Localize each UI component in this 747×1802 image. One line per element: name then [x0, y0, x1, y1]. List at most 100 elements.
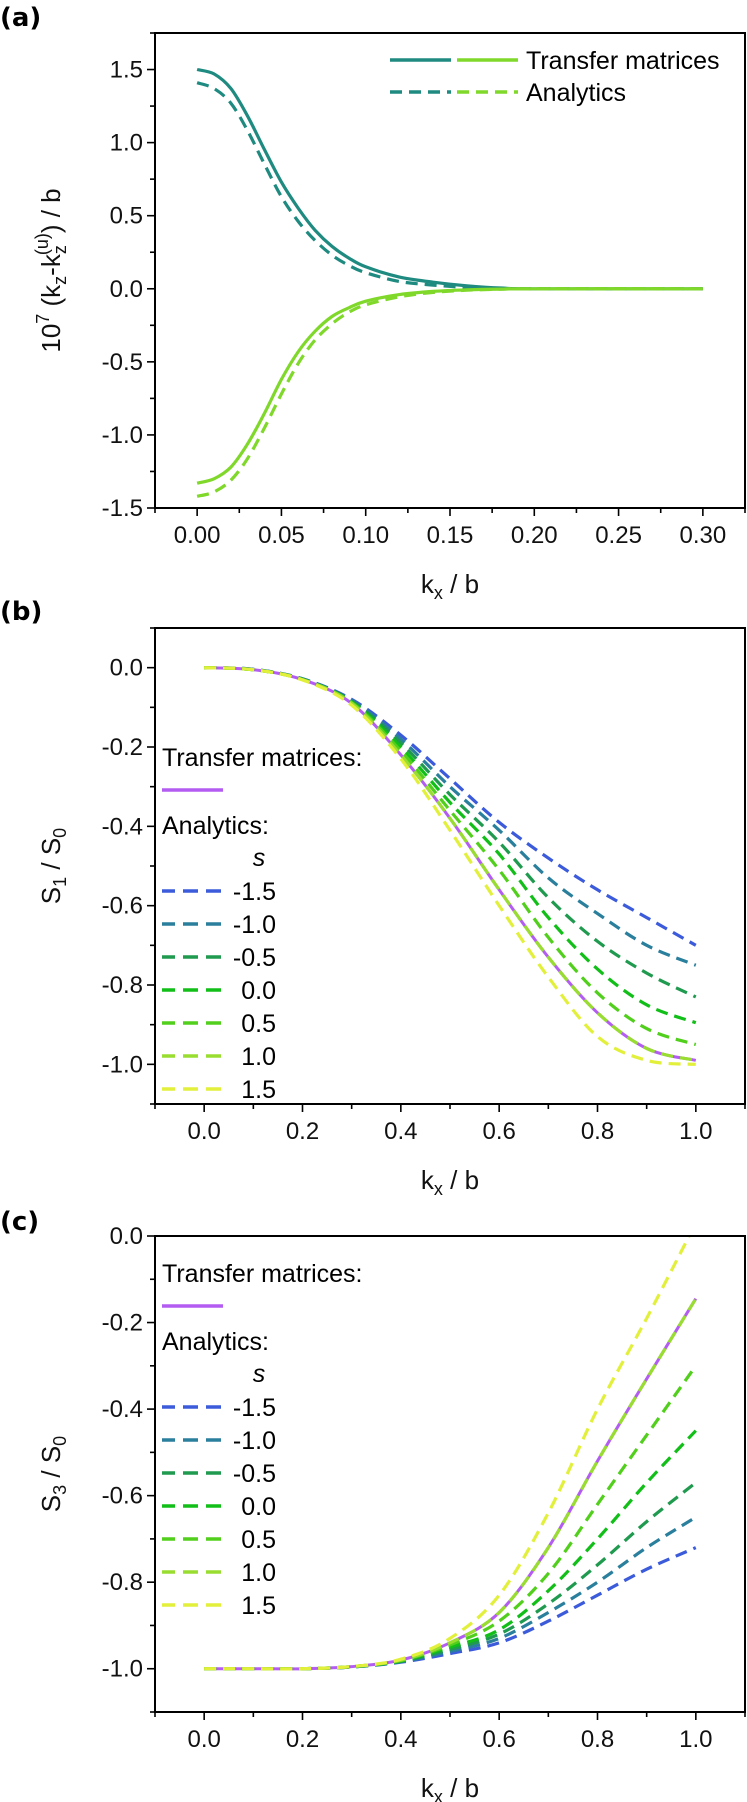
analytics-line-s-0.5	[204, 1364, 698, 1671]
solid-line-0	[196, 67, 703, 291]
analytics-line-s--1.5	[204, 666, 697, 947]
legend-label: 1.5	[241, 1076, 276, 1104]
y-tick-label: 0.5	[110, 203, 143, 230]
x-axis-title: kx / b	[421, 1773, 479, 1802]
legend-label: -1.5	[233, 878, 276, 906]
plot-area	[204, 666, 697, 1066]
legend-label: 1.0	[241, 1559, 276, 1587]
legend-label: -1.5	[233, 1394, 276, 1422]
x-tick-label: 1.0	[679, 1726, 712, 1753]
x-tick-label: 0.6	[482, 1118, 515, 1145]
legend-label: 0.0	[241, 1493, 276, 1521]
axis-ticks	[147, 32, 746, 516]
x-tick-label: 0.0	[187, 1118, 220, 1145]
y-tick-label: -0.6	[102, 893, 143, 920]
legend: Transfer matrices: Analytics: s -1.5 -1.0 -0.…	[162, 744, 363, 1104]
legend-header-transfer: Transfer matrices:	[162, 744, 363, 772]
analytics-line-s-1.0	[204, 666, 697, 1062]
y-tick-label: 0.0	[110, 276, 143, 303]
y-tick-label: -0.8	[102, 972, 143, 999]
analytics-line-s-1.5	[204, 666, 696, 1066]
y-tick-label: -0.2	[102, 1310, 143, 1337]
y-tick-label: -0.4	[102, 1396, 143, 1423]
analytics-line-s--0.5	[204, 1481, 697, 1671]
legend-label: -1.0	[233, 911, 276, 939]
x-tick-label: 0.4	[384, 1118, 417, 1145]
y-tick-label: 1.5	[110, 57, 143, 84]
legend-label: -0.5	[233, 944, 276, 972]
x-tick-label: 0.6	[482, 1726, 515, 1753]
x-tick-label: 0.05	[258, 522, 305, 549]
panel-label: (a)	[0, 3, 41, 33]
solid-line-2	[196, 287, 703, 485]
y-axis-title: S3 / S0	[36, 1436, 70, 1512]
x-tick-label: 1.0	[679, 1118, 712, 1145]
y-axis-title: 107 (kz-kz(u)) / b	[32, 188, 70, 352]
legend-param-label: s	[253, 844, 266, 872]
legend-label: Transfer matrices	[526, 47, 720, 75]
axis-ticks	[147, 627, 746, 1112]
y-tick-label: -0.4	[102, 813, 143, 840]
plot-frame	[154, 1235, 746, 1713]
analytics-line-s-0.0	[204, 1429, 697, 1671]
x-tick-label: 0.00	[174, 522, 221, 549]
y-tick-label: -0.6	[102, 1483, 143, 1510]
y-tick-label: -1.0	[102, 1051, 143, 1078]
legend-header-analytics: Analytics:	[162, 1328, 269, 1356]
legend-param-label: s	[253, 1360, 266, 1388]
dashed-line-1	[196, 81, 703, 291]
y-tick-label: -0.2	[102, 734, 143, 761]
x-tick-label: 0.10	[342, 522, 389, 549]
panel-b: (b) 0.0 0.2 0.4 0.6 0.8 1.0 -1.0 -0.8 -0.6 -0.4 -0.…	[0, 597, 746, 1199]
x-tick-label: 0.2	[286, 1118, 319, 1145]
plot-area	[204, 1236, 698, 1671]
panel-c: (c) 0.0 0.2 0.4 0.6 0.8 1.0 -1.0 -0.8 -0.6 -0.4 -0.…	[0, 1207, 746, 1802]
analytics-line-s-0.0	[204, 666, 697, 1025]
legend-label: -0.5	[233, 1460, 276, 1488]
dashed-line-3	[196, 287, 703, 498]
analytics-line-s-1.5	[204, 1236, 691, 1671]
panel-label: (b)	[0, 597, 42, 627]
legend-label: -1.0	[233, 1427, 276, 1455]
x-tick-label: 0.25	[595, 522, 642, 549]
legend-header-transfer: Transfer matrices:	[162, 1260, 363, 1288]
plot-frame	[154, 627, 746, 1105]
transfer-matrices-line	[204, 1297, 698, 1671]
x-tick-label: 0.8	[581, 1726, 614, 1753]
legend-label: 0.0	[241, 977, 276, 1005]
x-tick-label: 0.4	[384, 1726, 417, 1753]
y-axis-title: S1 / S0	[36, 828, 70, 904]
x-tick-label: 0.0	[187, 1726, 220, 1753]
x-tick-label: 0.30	[679, 522, 726, 549]
x-tick-label: 0.8	[581, 1118, 614, 1145]
y-tick-label: -1.5	[102, 495, 143, 522]
analytics-line-s--0.5	[204, 666, 697, 999]
legend-header-analytics: Analytics:	[162, 812, 269, 840]
legend: Transfer matrices Analytics	[390, 47, 720, 107]
panel-a: (a) 0.00 0.05 0.10 0.15 0.20 0.25 0.30 -1.5 -1.0 -…	[0, 3, 746, 603]
legend-label: 0.5	[241, 1526, 276, 1554]
legend-label: 0.5	[241, 1010, 276, 1038]
plot-area	[196, 67, 703, 498]
y-tick-label: -0.8	[102, 1569, 143, 1596]
y-tick-label: 0.0	[110, 1223, 143, 1250]
x-tick-label: 0.15	[427, 522, 474, 549]
legend-label: 1.0	[241, 1043, 276, 1071]
y-tick-label: -0.5	[102, 349, 143, 376]
analytics-line-s-1.0	[204, 1297, 698, 1671]
x-axis-title: kx / b	[421, 1165, 479, 1199]
y-tick-label: 1.0	[110, 130, 143, 157]
analytics-line-s-0.5	[204, 666, 697, 1047]
panel-label: (c)	[0, 1207, 39, 1237]
y-tick-label: 0.0	[110, 655, 143, 682]
y-tick-label: -1.0	[102, 422, 143, 449]
legend: Transfer matrices: Analytics: s -1.5 -1.0 -0.…	[162, 1260, 363, 1620]
y-tick-label: -1.0	[102, 1656, 143, 1683]
legend-label: Analytics	[526, 79, 626, 107]
x-tick-label: 0.2	[286, 1726, 319, 1753]
transfer-matrices-line	[204, 666, 697, 1062]
x-tick-label: 0.20	[511, 522, 558, 549]
legend-label: 1.5	[241, 1592, 276, 1620]
x-axis-title: kx / b	[421, 569, 479, 603]
